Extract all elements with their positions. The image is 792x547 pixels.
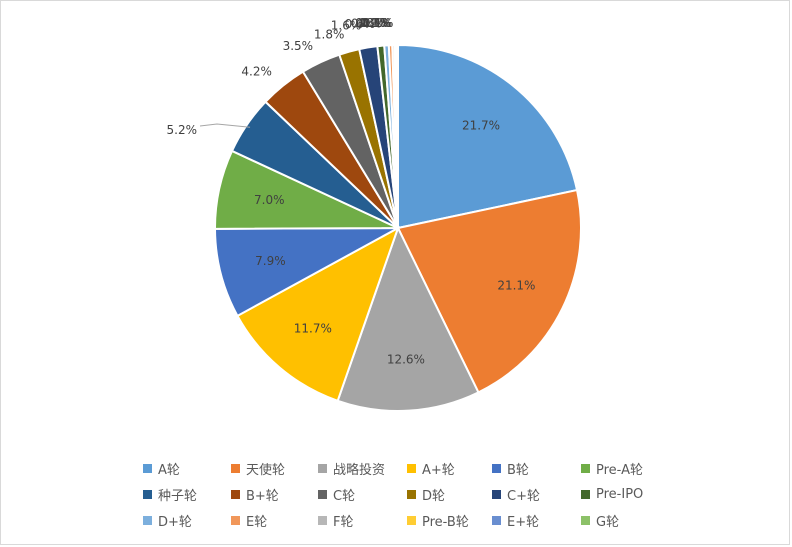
slice-data-label: 3.5%	[283, 39, 314, 53]
slice-data-label: 0.3%	[355, 16, 386, 30]
legend-label: C轮	[333, 488, 356, 504]
pie-slice	[213, 227, 399, 318]
legend-label: E轮	[246, 514, 268, 530]
legend-label: Pre-B轮	[422, 514, 469, 530]
slice-data-label: 0.1%	[360, 16, 391, 30]
legend-swatch	[143, 463, 152, 473]
pie-slice	[336, 225, 480, 412]
slice-data-label: 5.2%	[167, 123, 198, 137]
legend-item: 天使轮	[231, 459, 286, 478]
legend-label: G轮	[596, 514, 620, 530]
legend-label: E+轮	[507, 514, 540, 530]
slice-data-label: 21.1%	[497, 279, 535, 293]
legend-item: 战略投资	[318, 459, 386, 478]
legend-label: Pre-A轮	[596, 462, 643, 478]
legend-swatch	[581, 463, 590, 473]
legend-item: D轮	[407, 485, 446, 504]
legend-swatch	[231, 463, 240, 473]
legend-swatch	[581, 515, 590, 525]
legend-item: E轮	[231, 511, 268, 530]
slice-data-label: 7.9%	[255, 254, 286, 268]
pie-slice	[236, 225, 400, 403]
legend-swatch	[581, 489, 590, 499]
legend-item: Pre-IPO	[581, 485, 643, 503]
leader-line	[199, 123, 251, 128]
legend-item: C+轮	[492, 485, 540, 504]
legend-item: A轮	[143, 459, 180, 478]
legend-item: C轮	[318, 485, 356, 504]
legend-item: A+轮	[407, 459, 455, 478]
legend-label: B轮	[507, 462, 529, 478]
legend-swatch	[407, 463, 416, 473]
legend-label: 战略投资	[333, 462, 386, 478]
slice-data-label: 12.6%	[387, 353, 425, 367]
legend-item: 种子轮	[143, 485, 198, 504]
legend-item: E+轮	[492, 511, 540, 530]
legend-label: A+轮	[422, 462, 455, 478]
legend-item: Pre-B轮	[407, 511, 469, 530]
slice-data-label: 4.2%	[241, 64, 272, 78]
legend-swatch	[492, 489, 501, 499]
slice-data-label: 0.1%	[363, 16, 394, 30]
legend-swatch	[492, 463, 501, 473]
legend-item: B轮	[492, 459, 529, 478]
legend-label: D轮	[422, 488, 446, 504]
slice-data-label: 1.6%	[331, 19, 362, 33]
legend-item: Pre-A轮	[581, 459, 643, 478]
legend-swatch	[407, 515, 416, 525]
legend-label: B+轮	[246, 488, 279, 504]
legend-label: C+轮	[507, 488, 540, 504]
legend-swatch	[143, 515, 152, 525]
legend-label: Pre-IPO	[596, 486, 644, 502]
legend-label: A轮	[158, 462, 180, 478]
legend-swatch	[407, 489, 416, 499]
legend-label: 天使轮	[246, 462, 286, 478]
legend-swatch	[318, 489, 327, 499]
slice-data-label: 1.8%	[314, 27, 345, 41]
slice-data-label: 0.2%	[359, 16, 390, 30]
slice-data-label: 0.4%	[351, 16, 382, 30]
legend-item: G轮	[581, 511, 620, 530]
slice-data-label: 7.0%	[254, 193, 285, 207]
pie-slice	[397, 43, 579, 230]
pie-slice	[395, 43, 399, 229]
legend-item: F轮	[318, 511, 354, 530]
legend-swatch	[492, 515, 501, 525]
legend-swatch	[231, 489, 240, 499]
legend-item: B+轮	[231, 485, 279, 504]
legend-swatch	[318, 515, 327, 525]
legend-swatch	[318, 463, 327, 473]
slice-data-label: 0.6%	[345, 17, 376, 31]
slice-data-label: 21.7%	[462, 119, 500, 133]
legend-swatch	[143, 489, 152, 499]
legend-label: D+轮	[158, 514, 192, 530]
pie-slice	[396, 188, 582, 394]
legend-label: F轮	[333, 514, 354, 530]
legend-item: D+轮	[143, 511, 192, 530]
slice-data-label: 0.1%	[362, 16, 393, 30]
slice-data-label: 11.7%	[294, 322, 332, 336]
legend-swatch	[231, 515, 240, 525]
legend-label: 种子轮	[158, 488, 198, 504]
